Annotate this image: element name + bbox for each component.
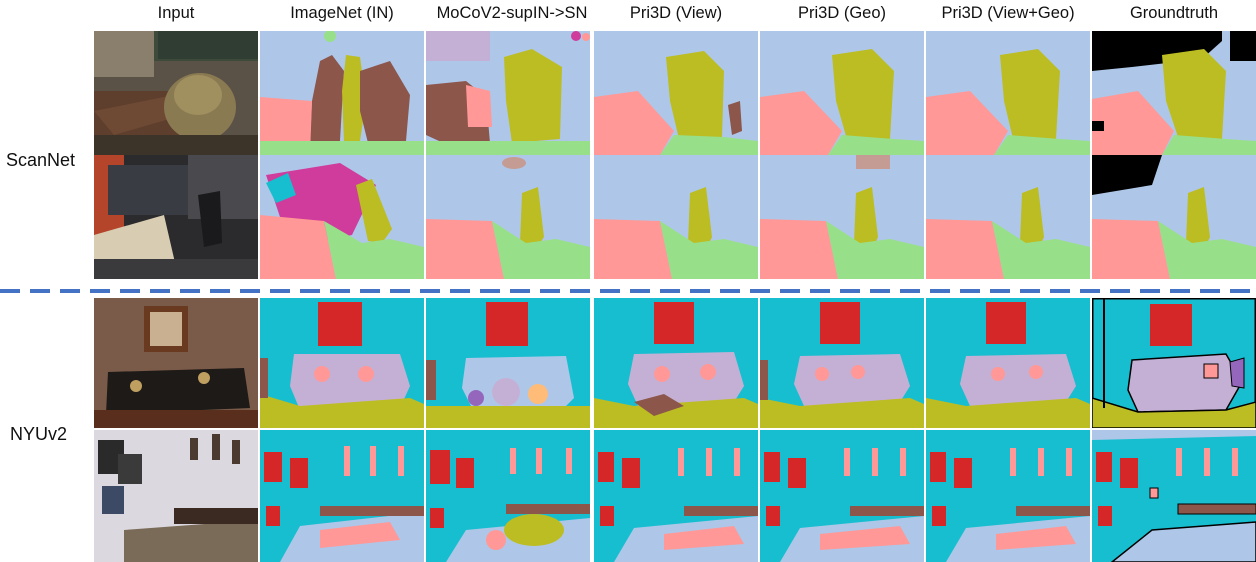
nyuv2-1-pri3d-geo-prediction bbox=[760, 298, 924, 428]
nyuv2-1-pri3d-viewgeo-prediction bbox=[926, 298, 1090, 428]
column-header-pri3d-viewgeo: Pri3D (View+Geo) bbox=[941, 4, 1075, 22]
nyuv2-1-imagenet-prediction bbox=[260, 298, 424, 428]
scannet-1-imagenet-prediction bbox=[260, 31, 424, 155]
scannet-1-pri3d-view-prediction bbox=[594, 31, 758, 155]
column-header-pri3d-geo: Pri3D (Geo) bbox=[797, 4, 887, 22]
scannet-1-pri3d-geo-prediction bbox=[760, 31, 924, 155]
scannet-2-mocov2-prediction bbox=[426, 155, 590, 279]
nyuv2-1-pri3d-view-prediction bbox=[594, 298, 758, 428]
scannet-2-pri3d-viewgeo-prediction bbox=[926, 155, 1090, 279]
row-label-scannet: ScanNet bbox=[6, 150, 76, 170]
scannet-2-groundtruth bbox=[1092, 155, 1256, 279]
scannet-1-input-image bbox=[94, 31, 258, 155]
scannet-2-pri3d-view-prediction bbox=[594, 155, 758, 279]
nyuv2-1-groundtruth bbox=[1092, 298, 1256, 428]
nyuv2-2-input-image bbox=[94, 430, 258, 562]
nyuv2-1-mocov2-prediction bbox=[426, 298, 590, 428]
nyuv2-1-input-image bbox=[94, 298, 258, 428]
column-header-input: Input bbox=[157, 4, 195, 22]
nyuv2-2-pri3d-viewgeo-prediction bbox=[926, 430, 1090, 562]
row-label-nyuv2: NYUv2 bbox=[10, 424, 68, 444]
dataset-divider bbox=[0, 289, 1256, 293]
column-header-groundtruth: Groundtruth bbox=[1129, 4, 1219, 22]
column-header-pri3d-view: Pri3D (View) bbox=[629, 4, 723, 22]
scannet-2-imagenet-prediction bbox=[260, 155, 424, 279]
scannet-1-groundtruth bbox=[1092, 31, 1256, 155]
nyuv2-2-pri3d-view-prediction bbox=[594, 430, 758, 562]
nyuv2-2-mocov2-prediction bbox=[426, 430, 590, 562]
scannet-1-pri3d-viewgeo-prediction bbox=[926, 31, 1090, 155]
column-header-imagenet: ImageNet (IN) bbox=[290, 4, 394, 22]
scannet-1-mocov2-prediction bbox=[426, 31, 590, 155]
nyuv2-2-pri3d-geo-prediction bbox=[760, 430, 924, 562]
nyuv2-2-imagenet-prediction bbox=[260, 430, 424, 562]
column-header-mocov2: MoCoV2-supIN->SN bbox=[436, 4, 588, 22]
scannet-2-input-image bbox=[94, 155, 258, 279]
nyuv2-2-groundtruth bbox=[1092, 430, 1256, 562]
scannet-2-pri3d-geo-prediction bbox=[760, 155, 924, 279]
